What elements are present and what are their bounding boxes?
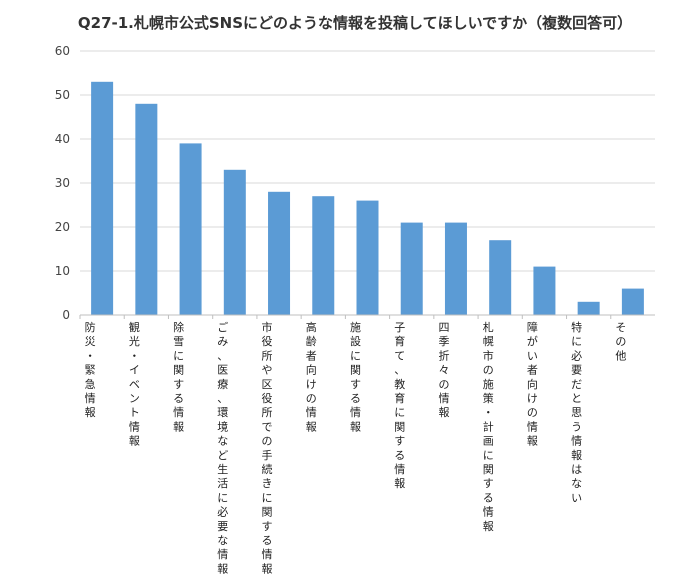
axes: 0 10 20 30 40 50 60	[55, 44, 655, 322]
category-label-5: 市役所や区役所での手続きに関する情報	[262, 320, 273, 575]
category-label-8: 子育て、教育に関する情報	[394, 321, 405, 490]
category-label-7: 施設に関する情報	[350, 321, 361, 433]
bar-1	[91, 81, 114, 315]
category-label-12: 特に必要だと思う情報はない	[571, 320, 582, 504]
y-tick-label-50: 50	[55, 88, 70, 102]
bar-2	[135, 103, 158, 315]
category-label-6: 高齢者向けの情報	[306, 320, 317, 433]
y-tick-label-40: 40	[55, 132, 70, 146]
category-label-9: 四季折々の情報	[438, 321, 449, 419]
category-label-13: その他	[615, 321, 626, 362]
bar-8	[400, 222, 423, 315]
bar-5	[268, 191, 291, 315]
category-label-3: 除雪に関する情報	[173, 320, 184, 433]
y-tick-label-20: 20	[55, 220, 70, 234]
category-label-4: ごみ、医療、環境など生活に必要な情報	[217, 320, 228, 575]
bar-3	[179, 143, 202, 315]
category-label-11: 障がい者向けの情報	[527, 320, 538, 448]
bar-4	[223, 169, 246, 315]
bar-12	[577, 301, 600, 315]
chart-title: Q27-1.札幌市公式SNSにどのような情報を投稿してほしいですか（複数回答可）	[77, 14, 633, 32]
bar-11	[533, 266, 556, 315]
y-tick-label-0: 0	[62, 308, 70, 322]
category-label-2: 観光・イベント情報	[129, 320, 140, 448]
bars	[91, 81, 644, 315]
bar-6	[312, 196, 335, 315]
y-tick-label-30: 30	[55, 176, 70, 190]
y-tick-label-60: 60	[55, 44, 70, 58]
bar-10	[489, 240, 512, 315]
y-tick-label-10: 10	[55, 264, 70, 278]
bar-13	[621, 288, 644, 315]
bar-9	[444, 222, 467, 315]
category-label-10: 札幌市の施策・計画に関する情報	[483, 321, 494, 533]
category-label-1: 防災・緊急情報	[85, 320, 96, 419]
bar-7	[356, 200, 379, 315]
category-labels: 防災・緊急情報 観光・イベント情報 除雪に関する情報 ごみ、医療、環境など生活に必要な…	[85, 320, 627, 575]
